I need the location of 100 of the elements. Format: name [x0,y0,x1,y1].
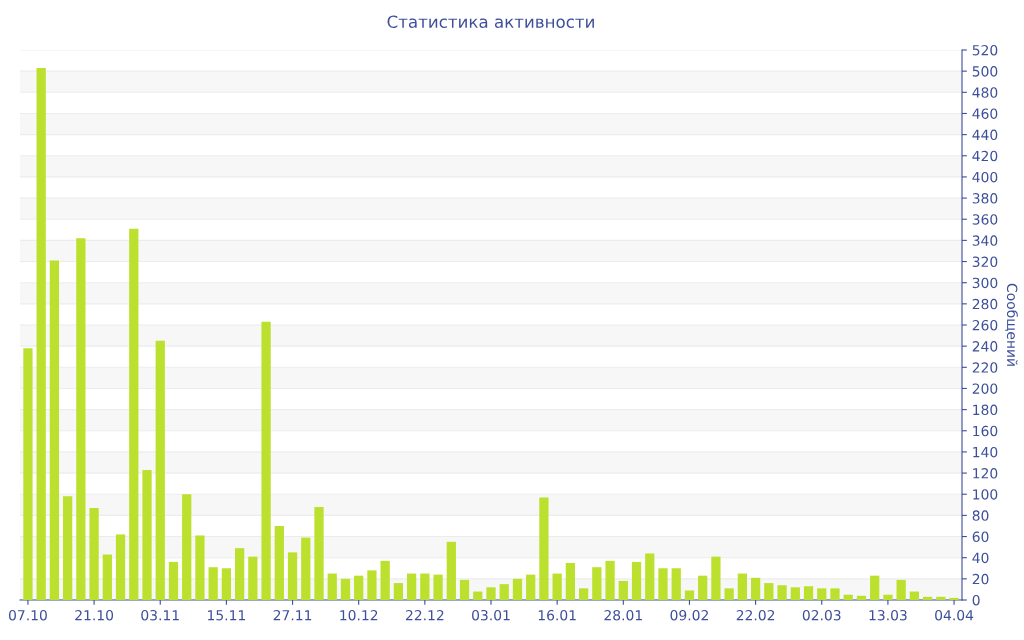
bar [711,556,721,600]
y-tick-label: 240 [972,341,998,352]
bar [883,594,893,600]
y-tick-label: 300 [972,277,998,289]
bar [459,579,470,600]
y-tick-label: 420 [972,150,998,162]
bar [645,553,655,600]
bar [221,568,232,600]
y-tick-label: 260 [972,319,998,331]
bar [949,597,959,600]
bar [499,584,509,600]
y-tick-label: 140 [973,446,998,458]
y-tick-label: 460 [972,108,998,119]
bar [671,568,681,600]
bar [142,469,152,600]
bar [393,583,404,600]
x-tick-label: 15.11 [208,610,245,621]
y-tick-label: 60 [972,531,989,543]
y-tick-label: 360 [972,214,998,225]
bar [76,238,86,600]
x-tick-label: 13.03 [869,609,907,621]
bar [578,588,589,600]
bar [129,228,139,600]
bar [36,67,46,600]
bar [155,340,165,600]
bar [936,596,946,600]
bar [618,580,628,600]
y-tick-label: 400 [972,171,998,183]
bar [909,591,919,600]
bar [565,562,576,600]
bar [698,575,708,600]
chart-title: Статистика активности [387,15,594,29]
bar [790,587,800,600]
y-tick-label: 20 [972,573,989,585]
x-tick-label: 10.12 [340,609,378,621]
x-tick-label: 03.01 [472,609,510,621]
y-tick-label: 440 [972,129,998,141]
bar [473,591,483,600]
bar [830,588,840,600]
y-tick-label: 520 [972,44,998,56]
x-tick-label: 07.10 [8,609,47,621]
bar [168,561,179,600]
bar [486,587,496,600]
bar [684,590,695,600]
bar [301,537,311,600]
bar [287,552,298,600]
bar [856,595,867,600]
bar [631,561,642,600]
bar [234,548,245,600]
bar [592,567,602,600]
bar [49,260,60,600]
bar [777,585,787,600]
x-tick-label: 21.10 [75,609,114,621]
bar [552,573,562,600]
bar [539,497,549,600]
bar [433,574,443,600]
y-tick-label: 280 [972,298,998,310]
x-tick-label: 16.01 [538,609,576,621]
bar [803,586,814,600]
y-tick-label: 100 [973,489,998,500]
bar [420,573,430,600]
y-tick-label: 160 [973,425,998,437]
bar [737,573,748,600]
y-tick-label: 180 [973,404,998,416]
bar [380,560,390,600]
bar [367,570,377,600]
x-tick-label: 22.12 [405,609,444,621]
y-tick-label: 220 [972,362,998,373]
bar [314,506,324,600]
x-tick-label: 22.02 [736,609,775,621]
bar [248,556,258,600]
bar [658,568,668,600]
bar [261,321,271,600]
bar [23,348,33,600]
bar [274,525,284,600]
bar [195,535,205,600]
x-tick-label: 04.04 [935,609,974,621]
bar [406,573,417,600]
bar [724,588,734,600]
bar [208,567,218,600]
x-tick-label: 28.01 [604,609,642,621]
y-tick-label: 480 [972,87,998,98]
y-axis-title: Сообщений [1005,283,1018,366]
bar [340,578,351,600]
x-tick-label: 03.11 [141,609,179,621]
y-tick-label: 380 [972,193,998,204]
bar [922,596,933,600]
bar [182,494,192,600]
bar [896,579,906,600]
bar [843,594,853,600]
y-tick-label: 120 [973,468,998,479]
y-tick-label: 500 [972,66,998,77]
bar [327,573,337,600]
y-tick-label: 40 [972,552,989,564]
bar [817,588,827,600]
bar [446,541,456,600]
bar [605,560,615,600]
bar [512,578,523,600]
y-tick-label: 200 [972,383,998,394]
bar [102,554,112,600]
